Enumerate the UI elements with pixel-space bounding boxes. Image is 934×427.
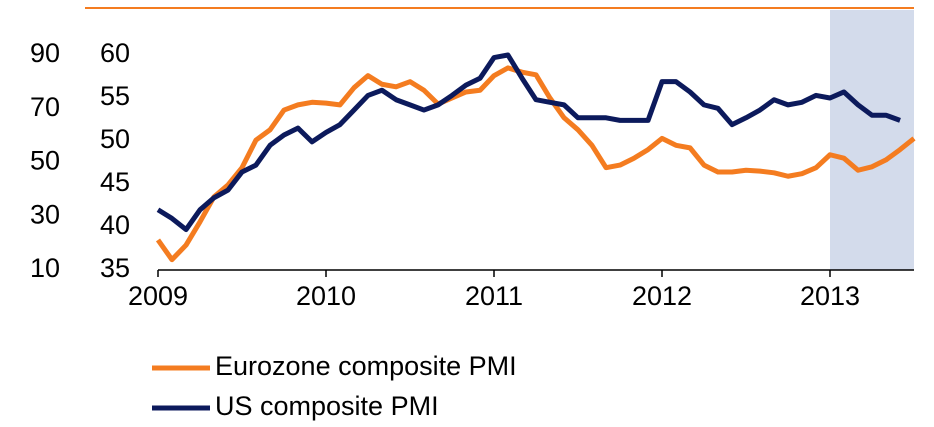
y-tick-label: 50 [100,124,130,154]
y2-tick-label: 10 [30,253,60,283]
x-tick-label: 2012 [632,281,692,311]
legend-label: Eurozone composite PMI [215,351,517,381]
y2-tick-label: 50 [30,146,60,176]
y2-tick-label: 90 [30,38,60,68]
y-tick-label: 40 [100,210,130,240]
x-tick-label: 2013 [800,281,860,311]
x-tick-label: 2011 [465,281,523,311]
series-line [155,65,916,263]
x-tick-label: 2010 [296,281,356,311]
y-tick-label: 55 [100,81,130,111]
y2-tick-label: 30 [30,199,60,229]
y-tick-label: 60 [100,38,130,68]
y-tick-label: 35 [100,253,130,283]
y2-tick-label: 70 [30,92,60,122]
y-tick-label: 45 [100,167,130,197]
shaded-region [830,10,914,270]
legend-label: US composite PMI [215,391,439,421]
series-line [156,52,901,233]
x-tick-label: 2009 [128,281,188,311]
